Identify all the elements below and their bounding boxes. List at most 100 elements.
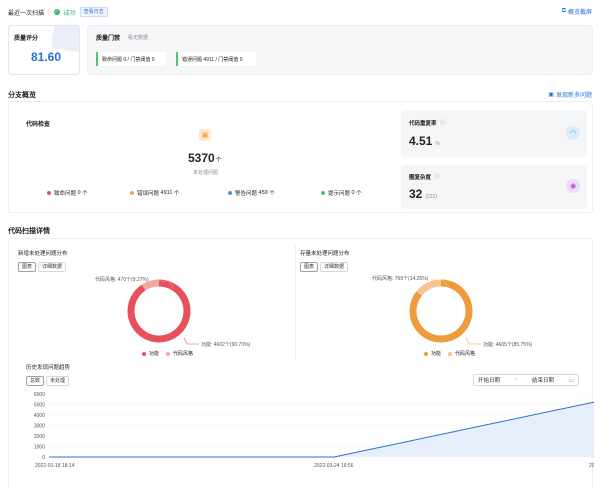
stock-dist-tabs: 图表 详细数据 (300, 262, 349, 272)
duplication-value-row: 4.51 % (409, 134, 440, 148)
issue-item-error[interactable]: 错误问题 4911 个 (130, 189, 179, 197)
gate-item-error: 错误问题 4911 / 门禁阈值 0 (176, 52, 256, 66)
branch-overview-panel: 代码检查 ▣ 5370 个 未处理问题 致命问题 0 个 错误问题 4911 个… (8, 101, 593, 213)
issue-item-unit: 个 (173, 191, 180, 197)
legend-dot-icon (142, 351, 146, 356)
y-tick-label: 5000 (34, 402, 45, 408)
tab-detail-data[interactable]: 详细数据 (38, 262, 67, 272)
complexity-extra: (222) (425, 194, 438, 200)
quality-score-value: 81.60 (31, 50, 62, 64)
stock-dist-chart (409, 279, 481, 345)
issue-item-unit: 个 (269, 191, 275, 197)
y-tick-label: 2000 (34, 434, 45, 440)
issue-item-unit: 个 (356, 191, 362, 197)
date-range-picker[interactable]: 开始日期 ~ 结束日期 ▭ (473, 374, 579, 386)
tab-unprocessed[interactable]: 未处理 (46, 376, 70, 386)
fatal-dot-icon (47, 191, 51, 195)
legend-label: 代码风格 (173, 351, 194, 357)
info-icon: ⓘ (435, 174, 441, 180)
scan-header-title: 最近一次扫描 (8, 10, 45, 17)
tab-chart[interactable]: 图表 (18, 262, 37, 272)
complexity-card[interactable]: 圈复杂度 ⓘ 32 (222) ◉ (401, 165, 587, 209)
donut-slice-code-style[interactable] (416, 279, 442, 296)
complexity-value-row: 32 (222) (409, 187, 437, 201)
new-dist-title: 新增未处理问题分布 (18, 251, 68, 257)
scan-detail-panel: 新增未处理问题分布 图表 详细数据 代码风格: 470个(9.27%) 功能: … (8, 238, 594, 491)
branch-overview-title: 分支概览 (8, 92, 36, 99)
legend-label: 功能 (431, 351, 442, 357)
issue-item-fatal[interactable]: 致命问题 0 个 (47, 189, 88, 197)
quality-gate-link[interactable]: 看无数据 (128, 35, 149, 41)
trend-area (49, 402, 594, 457)
new-dist-leader-top (159, 280, 174, 288)
y-tick-label: 4000 (34, 413, 45, 419)
quality-gate-header: 质量门禁 看无数据 (96, 33, 148, 42)
code-check-title: 代码检查 (26, 122, 51, 128)
new-dist-label-bottom: 功能: 4602个(90.73%) (201, 342, 251, 348)
start-date-input[interactable]: 开始日期 (478, 378, 501, 384)
complexity-value: 32 (409, 187, 423, 201)
legend-item[interactable]: 功能 (142, 350, 159, 357)
discover-issues-link[interactable]: ▣ 发现新多问题 (548, 90, 592, 99)
legend-item[interactable]: 功能 (424, 350, 441, 357)
tab-detail-data[interactable]: 详细数据 (320, 262, 349, 272)
legend-item[interactable]: 代码风格 (166, 350, 193, 357)
watermark-shape (50, 26, 79, 53)
error-dot-icon (130, 191, 134, 195)
issue-item-label: 警告问题 (235, 191, 258, 197)
tab-total[interactable]: 总数 (26, 376, 45, 386)
info-icon: ⓘ (440, 120, 446, 126)
vertical-divider (295, 245, 296, 360)
stock-dist-label-top: 代码风格: 765个(14.25%) (372, 276, 429, 282)
stock-dist-leader-top (431, 279, 450, 288)
new-dist-label-top: 代码风格: 470个(9.27%) (95, 277, 149, 283)
donut-slice-function[interactable] (409, 279, 473, 343)
overview-screenshot-label: 概览截屏 (567, 10, 592, 16)
trend-line[interactable] (49, 401, 594, 458)
duplication-value: 4.51 (409, 134, 433, 148)
legend-item[interactable]: 代码风格 (448, 350, 475, 357)
discover-issues-label: 发现新多问题 (555, 93, 592, 99)
duplication-title: 代码重复率 (409, 121, 437, 127)
issue-item-count: 0 (351, 190, 355, 196)
new-dist-leader-bottom (183, 337, 199, 345)
code-check-sub: 未处理问题 (193, 170, 219, 176)
end-date-input[interactable]: 结束日期 (531, 378, 554, 384)
x-tick-label: 2022-01-18 18:14 (35, 463, 75, 469)
refresh-icon: ◠ (569, 130, 577, 137)
code-check-icon-glyph: ▣ (201, 131, 209, 139)
code-check-value-row: 5370 个 (188, 151, 222, 165)
scan-detail-title: 代码扫描详情 (8, 228, 50, 235)
date-separator: ~ (514, 377, 518, 383)
trend-title: 历史发现问题趋势 (26, 365, 71, 371)
view-log-button[interactable]: 查看日志 (79, 7, 108, 17)
overview-screenshot-link[interactable]: ⧉ 概览截屏 (562, 7, 592, 16)
donut-slice-function[interactable] (127, 279, 191, 343)
warning-dot-icon (228, 191, 232, 195)
issue-item-warning[interactable]: 警告问题 459 个 (228, 189, 275, 197)
stock-dist-title: 存量未处理问题分布 (300, 251, 350, 257)
duplication-card[interactable]: 代码重复率 ⓘ 4.51 % ◠ (401, 110, 587, 157)
x-tick-label: 2022-03-24 16:56 (314, 463, 354, 469)
legend-dot-icon (448, 351, 453, 356)
issue-item-label: 致命问题 (54, 191, 77, 197)
complexity-title-row: 圈复杂度 ⓘ (409, 173, 440, 181)
quality-score-card: 质量评分 81.60 (8, 25, 80, 75)
calendar-icon: ▣ (548, 92, 554, 98)
issue-item-count: 459 (258, 190, 268, 196)
tab-chart[interactable]: 图表 (300, 262, 319, 272)
duplication-title-row: 代码重复率 ⓘ (409, 119, 446, 127)
complexity-badge-icon: ◉ (566, 179, 580, 193)
success-icon: ✓ (53, 9, 60, 15)
gate-item-label: 错误问题 4911 / 门禁阈值 0 (182, 56, 243, 63)
issue-item-count: 4911 (160, 190, 173, 196)
donut-slice-code-style[interactable] (141, 279, 160, 291)
status-text: 成功 (63, 10, 76, 17)
quality-gate-card: 质量门禁 看无数据 致命问题 0 / 门禁阈值 0 错误问题 4911 / 门禁… (87, 25, 593, 75)
x-tick-label: 20 (589, 463, 594, 469)
scan-header: 最近一次扫描 | ✓ 成功 查看日志 (8, 7, 108, 17)
y-tick-label: 0 (42, 455, 45, 461)
new-dist-donut (127, 279, 191, 343)
issue-item-hint[interactable]: 提示问题 0 个 (321, 189, 362, 197)
legend-dot-icon (424, 351, 428, 356)
